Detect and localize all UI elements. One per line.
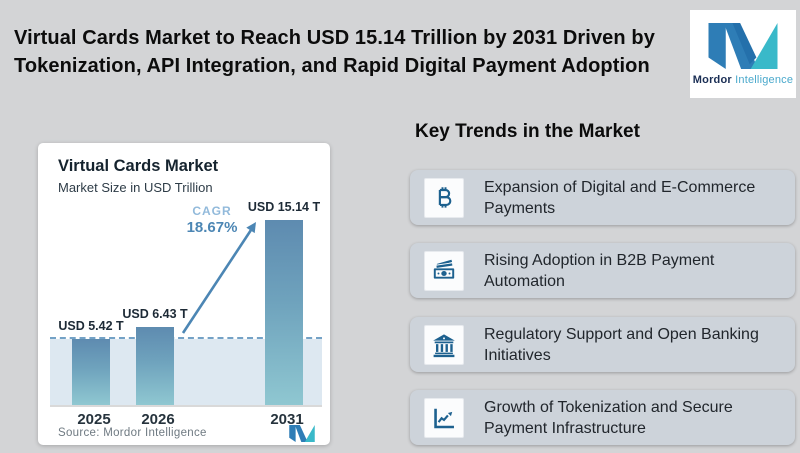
growth-chart-icon <box>434 408 454 428</box>
reference-line <box>50 337 322 339</box>
trend-icon-box <box>424 250 464 291</box>
trend-card-tokenization-security: Growth of Tokenization and Secure Paymen… <box>410 390 795 445</box>
bank-icon <box>433 333 455 357</box>
logo-brand-light: Intelligence <box>735 73 794 86</box>
page-title-line2: Tokenization, API Integration, and Rapid… <box>14 55 650 77</box>
banknote-icon <box>433 258 455 279</box>
bar-group-2031: USD 15.14 T <box>248 200 320 405</box>
mordor-mini-logo-icon <box>289 425 315 442</box>
trend-icon-box <box>424 397 464 438</box>
mordor-logo-icon <box>708 22 778 69</box>
trend-label: Regulatory Support and Open Banking Init… <box>484 325 759 364</box>
bar-group-2025: USD 5.42 T <box>58 203 124 405</box>
trend-icon-box <box>424 324 464 365</box>
chart-source: Source: Mordor Intelligence <box>58 427 207 439</box>
cagr-value: 18.67% <box>186 219 238 236</box>
logo-wordmark: Mordor Intelligence <box>693 74 793 86</box>
page-title-line1: Virtual Cards Market to Reach USD 15.14 … <box>14 27 655 49</box>
bar <box>265 220 303 405</box>
chart-subtitle: Market Size in USD Trillion <box>58 180 213 195</box>
bar <box>136 327 174 405</box>
mordor-intelligence-logo: Mordor Intelligence <box>690 10 796 98</box>
logo-brand-bold: Mordor <box>692 73 732 86</box>
trend-icon-box <box>424 177 464 218</box>
bar-value-label: USD 6.43 T <box>122 307 188 321</box>
bar-group-2026: USD 6.43 T <box>122 203 188 405</box>
bitcoin-icon <box>438 186 452 208</box>
trend-card-digital-ecommerce: Expansion of Digital and E-Commerce Paym… <box>410 170 795 225</box>
cagr-label: CAGR <box>192 204 232 218</box>
page-title: Virtual Cards Market to Reach USD 15.14 … <box>14 24 686 80</box>
trend-label: Expansion of Digital and E-Commerce Paym… <box>484 178 756 217</box>
chart-title: Virtual Cards Market <box>58 157 219 175</box>
cagr-annotation: CAGR 18.67% <box>156 204 268 236</box>
bar-chart-plot: USD 5.42 T USD 6.43 T USD 15.14 T <box>50 200 322 407</box>
trend-label: Rising Adoption in B2B Payment Automatio… <box>484 251 715 290</box>
bar-value-label: USD 5.42 T <box>58 319 124 333</box>
bar-value-label: USD 15.14 T <box>247 200 321 214</box>
x-axis-line <box>50 405 322 407</box>
trend-card-regulatory-open-banking: Regulatory Support and Open Banking Init… <box>410 317 795 372</box>
market-chart-card: Virtual Cards Market Market Size in USD … <box>38 143 330 445</box>
trend-card-b2b-automation: Rising Adoption in B2B Payment Automatio… <box>410 243 795 298</box>
x-tick-2026: 2026 <box>141 411 175 428</box>
trends-heading: Key Trends in the Market <box>415 121 640 142</box>
bar <box>72 339 110 405</box>
x-tick-2031: 2031 <box>270 411 304 428</box>
trend-label: Growth of Tokenization and Secure Paymen… <box>484 398 733 437</box>
x-tick-2025: 2025 <box>77 411 111 428</box>
